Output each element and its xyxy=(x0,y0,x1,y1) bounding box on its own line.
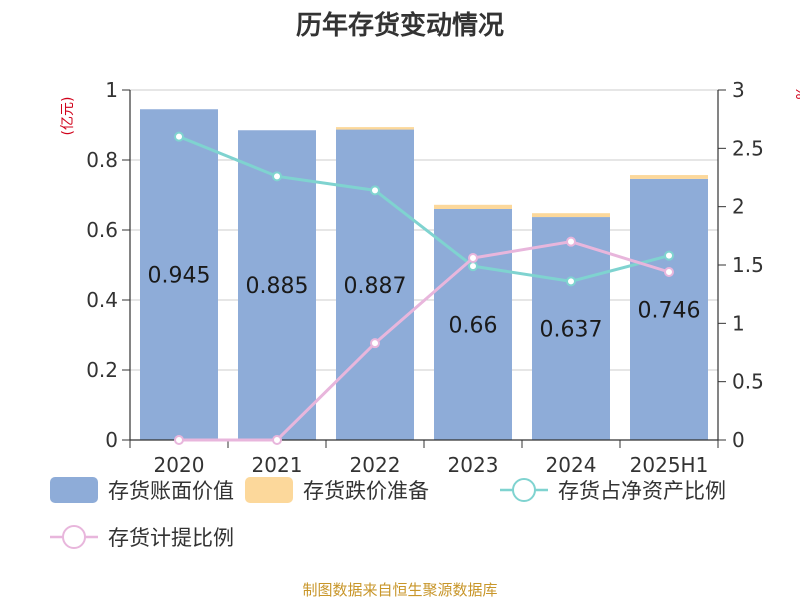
legend-label: 存货占净资产比例 xyxy=(558,479,726,503)
right-tick-label: 0 xyxy=(732,428,745,452)
legend-marker xyxy=(62,525,86,549)
line-point xyxy=(468,253,478,263)
right-tick-label: 1 xyxy=(732,311,745,335)
legend-swatch xyxy=(50,477,98,503)
left-tick-label: 0.6 xyxy=(86,218,118,242)
line-point xyxy=(272,171,282,182)
x-tick-label: 2024 xyxy=(546,453,597,477)
right-tick-label: 2 xyxy=(732,195,745,219)
legend-label: 存货账面价值 xyxy=(108,479,234,503)
series-line-3 xyxy=(179,240,670,442)
line-point xyxy=(468,261,478,272)
bar-book-value xyxy=(238,130,316,440)
left-tick-label: 1 xyxy=(105,78,118,102)
data-label: 0.746 xyxy=(638,298,701,323)
line-point xyxy=(664,267,674,277)
left-tick-label: 0.8 xyxy=(86,148,118,172)
x-tick-label: 2020 xyxy=(154,453,205,477)
x-tick-label: 2021 xyxy=(252,453,303,477)
bar-impairment xyxy=(532,213,610,218)
left-tick-label: 0.4 xyxy=(86,288,118,312)
data-label: 0.885 xyxy=(246,274,309,299)
line-point xyxy=(664,250,674,261)
line-point xyxy=(566,236,576,247)
data-label: 0.945 xyxy=(148,264,211,289)
line-point xyxy=(370,338,380,349)
lines xyxy=(174,131,674,445)
series-line-2 xyxy=(178,135,670,283)
right-tick-label: 3 xyxy=(732,78,745,102)
line-point xyxy=(174,131,184,142)
x-tick-label: 2023 xyxy=(448,453,499,477)
data-label: 0.66 xyxy=(449,314,498,339)
right-tick-label: 1.5 xyxy=(732,253,764,277)
bar-impairment xyxy=(630,175,708,179)
left-tick-label: 0 xyxy=(105,428,118,452)
legend-swatch xyxy=(245,477,293,503)
bar-book-value xyxy=(532,217,610,440)
axes: 0 0.2 0.4 0.6 0.8 1 0 0.5 1 1.5 2 2.5 3 2020 2021 2022 2… xyxy=(86,78,764,477)
right-axis-unit: % xyxy=(792,86,800,99)
data-label: 0.637 xyxy=(540,318,603,343)
bar-impairment xyxy=(434,204,512,209)
bars xyxy=(140,109,708,441)
line-point xyxy=(272,435,282,445)
left-tick-label: 0.2 xyxy=(86,358,118,382)
data-label: 0.887 xyxy=(344,274,407,299)
legend-marker xyxy=(512,478,536,502)
left-axis-unit: (亿元) xyxy=(60,97,76,136)
bar-book-value xyxy=(336,129,414,441)
line-point xyxy=(174,435,184,445)
right-tick-label: 0.5 xyxy=(732,370,764,394)
right-tick-label: 2.5 xyxy=(732,136,764,160)
legend-label: 存货跌价准备 xyxy=(303,479,429,503)
chart-title: 历年存货变动情况 xyxy=(296,10,504,41)
x-tick-label: 2025H1 xyxy=(630,453,709,477)
data-labels: 0.945 0.885 0.887 0.66 0.637 0.746 xyxy=(148,264,701,343)
line-point xyxy=(370,185,380,196)
source-note: 制图数据来自恒生聚源数据库 xyxy=(302,581,497,599)
bar-book-value xyxy=(630,178,708,440)
bar-book-value xyxy=(140,109,218,440)
bar-impairment xyxy=(336,127,414,130)
x-tick-label: 2022 xyxy=(350,453,401,477)
legend-label: 存货计提比例 xyxy=(108,526,234,550)
line-point xyxy=(566,276,576,287)
